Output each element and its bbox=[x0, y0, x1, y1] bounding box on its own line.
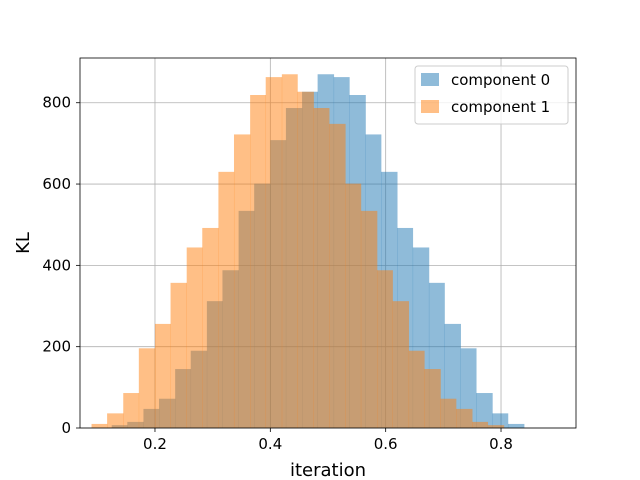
bar-component-1-bin-18 bbox=[377, 270, 393, 428]
legend-box bbox=[414, 65, 569, 125]
bar-component-1-bin-11 bbox=[265, 77, 283, 428]
x-tick-label-1: 0.4 bbox=[258, 435, 282, 453]
bar-component-1-bin-20 bbox=[408, 350, 425, 428]
bar-component-1-bin-23 bbox=[456, 408, 473, 428]
x-tick-label-3: 0.8 bbox=[489, 435, 513, 453]
bar-component-1-bin-5 bbox=[170, 282, 187, 428]
bar-component-1-bin-2 bbox=[123, 393, 140, 428]
y-tick-label-1: 200 bbox=[42, 338, 71, 356]
legend: component 0 component 1 bbox=[414, 65, 569, 125]
bar-component-1-bin-19 bbox=[392, 301, 410, 428]
x-axis-label: iteration bbox=[290, 460, 366, 480]
bar-component-0-bin-25 bbox=[507, 423, 525, 428]
histogram-bars bbox=[91, 74, 525, 428]
bar-component-1-bin-6 bbox=[186, 247, 203, 428]
bar-component-1-bin-24 bbox=[472, 421, 489, 428]
bar-component-1-bin-21 bbox=[424, 369, 441, 428]
bar-component-1-bin-15 bbox=[329, 123, 346, 428]
y-tick-label-4: 800 bbox=[42, 94, 71, 112]
bar-component-1-bin-22 bbox=[440, 398, 457, 428]
bar-component-1-bin-17 bbox=[360, 210, 378, 428]
plot-frame bbox=[79, 57, 577, 429]
y-tick-label-0: 0 bbox=[61, 419, 71, 437]
bar-component-1-bin-8 bbox=[218, 171, 235, 428]
bar-component-1-bin-12 bbox=[281, 74, 298, 428]
bar-component-1-bin-9 bbox=[233, 134, 251, 428]
bar-component-0-bin-22 bbox=[460, 348, 477, 428]
bar-component-1-bin-3 bbox=[138, 348, 156, 428]
y-axis-label: KL bbox=[13, 232, 34, 254]
bar-component-0-bin-23 bbox=[476, 393, 493, 428]
legend-label-component-0: component 0 bbox=[451, 71, 550, 89]
x-tick-label-2: 0.6 bbox=[374, 435, 398, 453]
bar-component-1-bin-13 bbox=[297, 91, 314, 428]
y-tick-label-3: 600 bbox=[42, 175, 71, 193]
axis-ticks: 0.2 0.4 0.6 0.8 0 200 400 600 800 bbox=[42, 94, 513, 453]
legend-label-component-1: component 1 bbox=[451, 98, 550, 116]
legend-swatch-component-0 bbox=[421, 73, 439, 86]
bar-component-0-bin-24 bbox=[492, 413, 509, 428]
bar-component-1-bin-4 bbox=[154, 323, 171, 428]
x-tick-label-0: 0.2 bbox=[143, 435, 167, 453]
bar-component-1-bin-14 bbox=[313, 108, 330, 428]
bar-component-1-bin-7 bbox=[202, 227, 219, 428]
legend-swatch-component-1 bbox=[421, 100, 439, 113]
bar-component-1-bin-16 bbox=[345, 183, 362, 428]
bar-component-1-bin-25 bbox=[487, 425, 505, 428]
y-tick-label-2: 400 bbox=[42, 256, 71, 274]
bar-component-1-bin-1 bbox=[107, 413, 124, 428]
bar-component-1-bin-0 bbox=[91, 423, 108, 428]
bar-component-1-bin-10 bbox=[250, 95, 267, 428]
